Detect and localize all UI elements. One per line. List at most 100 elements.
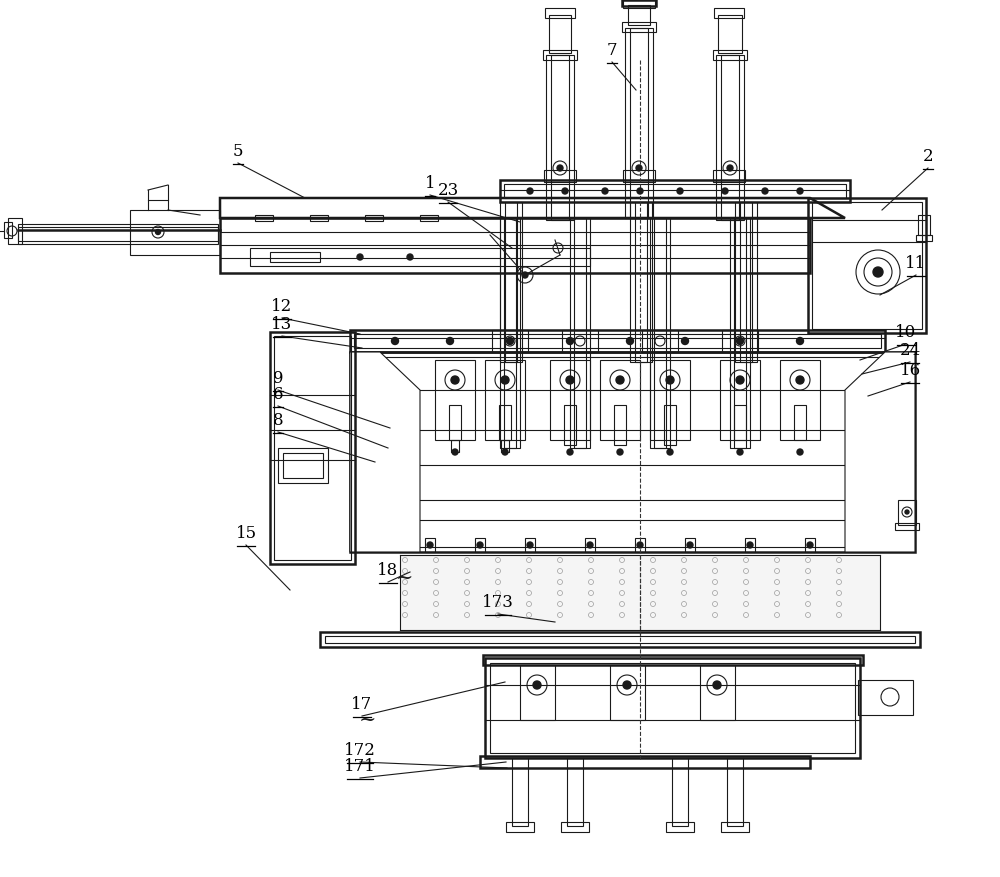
Bar [623,170,655,182]
Bar [628,5,650,25]
Bar [918,215,930,235]
Circle shape [736,338,744,345]
Bar [734,405,746,440]
Circle shape [357,254,363,260]
Circle shape [502,449,508,455]
Bar [274,336,351,560]
Circle shape [617,449,623,455]
Bar [512,758,528,826]
Text: 171: 171 [344,758,376,775]
Bar [492,330,528,352]
Circle shape [797,449,803,455]
Bar [506,822,534,832]
Bar [435,360,475,440]
Circle shape [667,449,673,455]
Bar [623,0,655,8]
Bar [650,360,690,440]
Bar [325,636,915,643]
Circle shape [566,376,574,384]
Text: 5: 5 [233,143,243,160]
Circle shape [637,542,643,548]
Bar [570,218,590,448]
Bar [812,202,922,329]
Bar [713,170,745,182]
Circle shape [392,338,398,345]
Text: 11: 11 [905,255,927,272]
Bar [544,170,576,182]
Bar [721,55,739,220]
Bar [549,15,571,53]
Bar [642,330,678,352]
Bar [130,210,220,255]
Text: 2: 2 [923,148,933,165]
Bar [561,822,589,832]
Bar [720,360,760,440]
Circle shape [637,188,643,194]
Circle shape [501,376,509,384]
Bar [858,680,913,715]
Circle shape [527,542,533,548]
Circle shape [796,338,804,345]
Bar [635,538,645,552]
Bar [483,655,863,665]
Bar [425,538,435,552]
Text: 173: 173 [482,594,514,611]
Bar [4,222,12,238]
Circle shape [747,542,753,548]
Circle shape [533,681,541,689]
Bar [625,28,653,218]
Text: 12: 12 [271,298,293,315]
Circle shape [427,542,433,548]
Bar [520,665,555,720]
Text: 24: 24 [899,342,921,359]
Bar [895,523,919,530]
Bar [722,330,758,352]
Circle shape [727,165,733,171]
Circle shape [446,338,454,345]
Circle shape [905,510,909,514]
Bar [350,330,885,352]
Bar [666,822,694,832]
Bar [546,55,574,220]
Bar [18,224,218,244]
Bar [585,538,595,552]
Bar [721,822,749,832]
Bar [310,215,328,221]
Bar [614,405,626,445]
Bar [713,50,747,60]
Polygon shape [350,352,420,552]
Bar [745,538,755,552]
Circle shape [451,376,459,384]
Text: 16: 16 [899,362,921,379]
Bar [610,665,645,720]
Bar [545,8,575,18]
Bar [735,202,757,362]
Text: 1: 1 [425,175,435,192]
Bar [270,332,355,564]
Circle shape [797,188,803,194]
Bar [714,8,744,18]
Bar [543,50,577,60]
Circle shape [737,449,743,455]
Bar [8,218,22,244]
Bar [718,15,742,53]
Circle shape [567,449,573,455]
Text: 8: 8 [273,412,283,429]
Circle shape [682,338,688,345]
Circle shape [566,338,574,345]
Circle shape [587,542,593,548]
Bar [734,218,746,448]
Bar [898,500,916,525]
Text: ~: ~ [359,710,377,730]
Circle shape [736,376,744,384]
Bar [250,248,590,266]
Bar [664,405,676,445]
Bar [485,658,860,758]
Bar [278,448,328,483]
Circle shape [452,449,458,455]
Bar [504,218,516,448]
Bar [727,758,743,826]
Bar [350,352,915,552]
Bar [499,405,511,440]
Circle shape [623,681,631,689]
